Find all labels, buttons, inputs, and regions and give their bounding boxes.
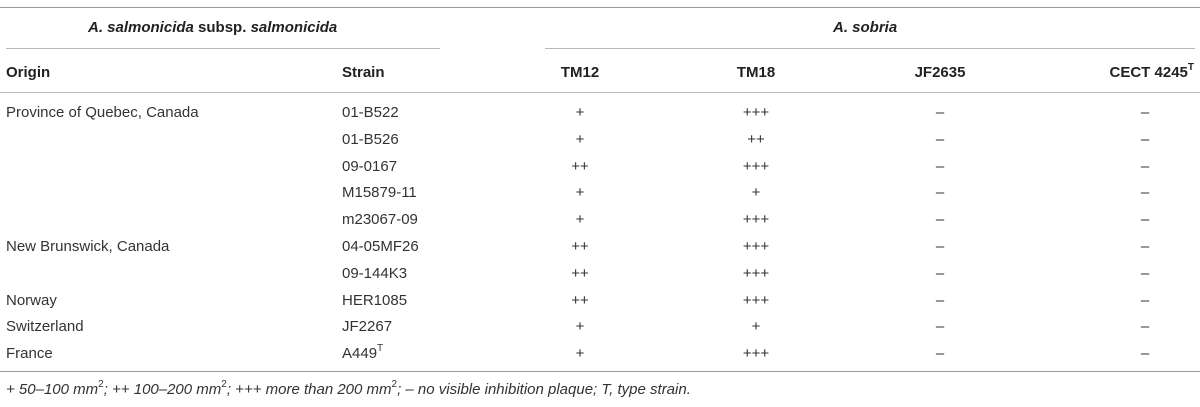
cell-tm18: + (751, 184, 761, 201)
column-header-origin: Origin (6, 64, 51, 81)
cell-cect: – (1140, 265, 1150, 282)
cell-cect: – (1140, 211, 1150, 228)
cell-tm12: + (575, 345, 585, 362)
cell-cect: – (1140, 131, 1150, 148)
table-top-rule (0, 7, 1200, 8)
cell-strain: 01-B522 (342, 104, 399, 121)
cell-tm12: + (575, 318, 585, 335)
type-strain-superscript: T (377, 343, 384, 354)
column-header-tm12: TM12 (560, 64, 600, 81)
cell-origin: Switzerland (6, 318, 84, 335)
table-bottom-rule (0, 371, 1200, 372)
cell-tm18: + (751, 318, 761, 335)
cell-jf2635: – (935, 238, 945, 255)
cell-tm12: + (575, 211, 585, 228)
cell-tm18: +++ (742, 345, 770, 362)
header-bottom-rule (0, 92, 1200, 93)
cell-jf2635: – (935, 345, 945, 362)
column-header-tm18: TM18 (736, 64, 776, 81)
type-strain-superscript: T (1187, 62, 1194, 73)
cell-origin: France (6, 345, 53, 362)
cell-cect: – (1140, 104, 1150, 121)
cell-tm12: ++ (571, 292, 589, 309)
group-header-sobria: A. sobria (833, 19, 898, 36)
cell-strain: 01-B526 (342, 131, 399, 148)
cell-jf2635: – (935, 131, 945, 148)
cell-jf2635: – (935, 265, 945, 282)
cell-tm12: ++ (571, 265, 589, 282)
cell-origin: Norway (6, 292, 57, 309)
cell-cect: – (1140, 184, 1150, 201)
cell-jf2635: – (935, 318, 945, 335)
cell-strain: 09-144K3 (342, 265, 408, 282)
cell-tm18: +++ (742, 211, 770, 228)
cell-strain: 09-0167 (342, 158, 398, 175)
cell-cect: – (1140, 238, 1150, 255)
column-header-cect: CECT 4245T (1109, 62, 1194, 82)
cell-strain: 04-05MF26 (342, 238, 419, 255)
cell-jf2635: – (935, 211, 945, 228)
group-rule-sobria (545, 48, 1195, 49)
group-header-salmonicida: A. salmonicida subsp. salmonicida (88, 19, 338, 36)
cell-tm12: ++ (571, 238, 589, 255)
column-header-strain: Strain (342, 64, 385, 81)
cell-tm18: +++ (742, 158, 770, 175)
cell-tm18: +++ (742, 292, 770, 309)
cell-strain: M15879-11 (342, 184, 417, 201)
cell-jf2635: – (935, 158, 945, 175)
cell-jf2635: – (935, 104, 945, 121)
group-rule-salmonicida (6, 48, 440, 49)
cell-jf2635: – (935, 292, 945, 309)
cell-strain: m23067-09 (342, 211, 418, 228)
cell-tm18: +++ (742, 104, 770, 121)
cell-strain: JF2267 (342, 318, 393, 335)
cell-tm18: +++ (742, 238, 770, 255)
table-footnote: + 50–100 mm2; ++ 100–200 mm2; +++ more t… (6, 379, 691, 399)
cell-tm12: + (575, 184, 585, 201)
cell-tm12: + (575, 104, 585, 121)
cell-origin: New Brunswick, Canada (6, 238, 170, 255)
cell-strain: A449T (342, 343, 384, 363)
cell-cect: – (1140, 158, 1150, 175)
cell-jf2635: – (935, 184, 945, 201)
column-header-jf2635: JF2635 (914, 64, 966, 81)
cell-cect: – (1140, 292, 1150, 309)
cell-tm18: +++ (742, 265, 770, 282)
cell-strain: HER1085 (342, 292, 408, 309)
cell-cect: – (1140, 345, 1150, 362)
cell-origin: Province of Quebec, Canada (6, 104, 199, 121)
cell-tm12: ++ (571, 158, 589, 175)
cell-tm12: + (575, 131, 585, 148)
cell-cect: – (1140, 318, 1150, 335)
cell-tm18: ++ (747, 131, 765, 148)
